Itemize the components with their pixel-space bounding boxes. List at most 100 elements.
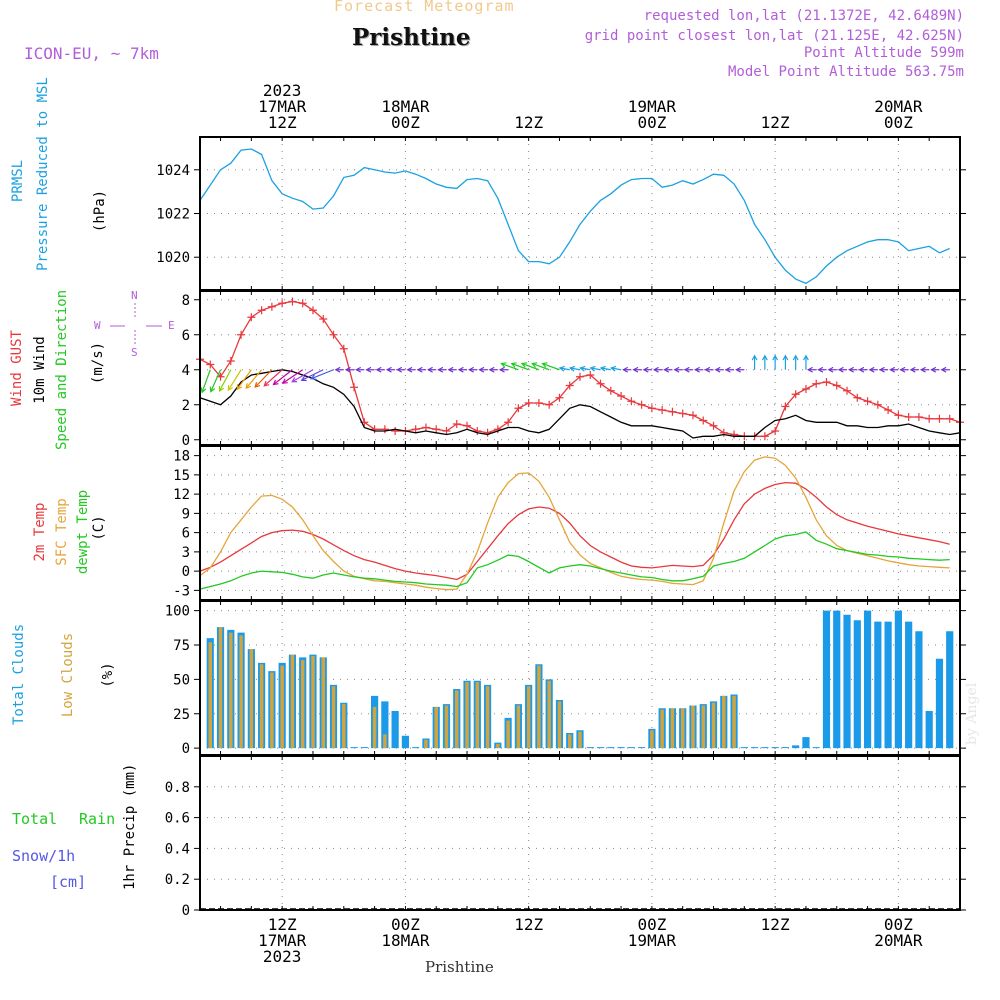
y-tick-label: 3 <box>182 545 190 561</box>
low-cloud-bar <box>311 656 315 749</box>
gust-marker <box>617 392 626 400</box>
wind-arrow-head <box>827 366 834 373</box>
top-time-label: 18MAR <box>381 97 430 116</box>
gust-marker <box>586 371 595 379</box>
wind-arrow <box>311 369 334 380</box>
gust-marker <box>339 344 348 353</box>
low-cloud-bar <box>496 744 500 749</box>
total-cloud-bar <box>740 747 748 749</box>
low-cloud-bar <box>424 739 428 749</box>
gust-marker <box>791 390 800 399</box>
wind-arrow-head <box>478 366 485 373</box>
2m-temp-series-line <box>199 481 950 581</box>
wind-arrow <box>511 363 529 371</box>
wind-arrow-head <box>291 377 298 383</box>
gust-marker <box>504 418 513 427</box>
wind-arrow <box>210 369 222 392</box>
wind-arrow-head <box>236 384 243 391</box>
gust-marker <box>945 414 954 423</box>
y-tick-label: 12 <box>173 487 190 503</box>
wind-arrow-head <box>541 362 548 368</box>
gust-marker <box>267 302 276 311</box>
gust-marker <box>596 379 605 388</box>
gust-marker <box>278 299 287 308</box>
total-cloud-bar <box>833 610 841 749</box>
low-cloud-bar <box>475 682 480 749</box>
wind-arrow-head <box>558 365 565 372</box>
wind-arrow-head <box>848 366 854 373</box>
gust-marker <box>822 378 831 386</box>
wind-arrow <box>580 367 591 371</box>
top-time-label: 20MAR <box>874 97 923 116</box>
wind-arrow-head <box>200 387 207 394</box>
wind-arrow <box>301 369 324 381</box>
wind-arrow <box>570 367 581 371</box>
top-time-label: 00Z <box>637 113 666 132</box>
total-cloud-bar <box>751 747 759 749</box>
y-tick-label: 0 <box>182 741 190 757</box>
wind-arrow-head <box>365 366 372 373</box>
low-cloud-bar <box>444 705 449 749</box>
wind-arrow <box>532 363 550 371</box>
wind-arrow-head <box>599 365 606 372</box>
wind-arrow-head <box>919 366 926 373</box>
low-cloud-bar <box>229 632 233 749</box>
top-time-label: 00Z <box>391 113 420 132</box>
wind-arrow-head <box>426 366 433 373</box>
wind-arrow-head <box>334 366 341 373</box>
gust-marker <box>493 425 502 434</box>
wind-arrow <box>521 363 540 371</box>
compass-rose <box>110 303 162 345</box>
low-cloud-bar <box>660 709 664 749</box>
gust-marker <box>832 381 841 390</box>
gust-marker <box>391 427 400 435</box>
wind-arrow-head <box>693 366 700 373</box>
wind-arrow-head <box>272 379 279 386</box>
gust-marker <box>627 397 636 406</box>
wind-arrow-head <box>782 354 789 361</box>
low-cloud-bar <box>208 642 213 749</box>
wind-arrow-head <box>714 366 721 373</box>
y-tick-label: 6 <box>182 328 190 344</box>
wind-arrow-head <box>468 366 474 373</box>
total-cloud-bar <box>638 747 646 749</box>
time-axis-label: 2023 <box>263 947 302 966</box>
wind-arrow-head <box>520 362 528 368</box>
y-tick-label: 0.2 <box>165 872 190 888</box>
gust-marker <box>781 402 790 411</box>
low-cloud-bar <box>270 672 274 749</box>
time-axis-label: 20MAR <box>874 931 923 950</box>
low-cloud-bar <box>280 665 284 749</box>
wind-arrow-head <box>930 366 937 373</box>
total-cloud-bar <box>925 711 933 749</box>
requested-coordinates: requested lon,lat (21.1372E, 42.6489N) <box>643 8 964 24</box>
total-cloud-bar <box>822 610 831 749</box>
wind-arrow-head <box>396 366 403 373</box>
compass-n: N <box>131 289 138 302</box>
gust-marker <box>545 400 554 409</box>
wind-arrow <box>236 369 252 390</box>
y-tick-label: 18 <box>173 449 190 465</box>
y-tick-label: 75 <box>173 638 190 654</box>
gust-marker <box>534 399 543 407</box>
y-tick-label: 0 <box>182 433 190 449</box>
wind-arrow-head <box>568 365 576 372</box>
low-cloud-bar <box>701 705 705 749</box>
low-cloud-bar <box>567 734 572 749</box>
gust-marker <box>637 400 646 409</box>
wind-arrow-head <box>652 366 659 373</box>
panel-frame <box>199 445 961 601</box>
model-point-altitude: Model Point Altitude 563.75m <box>727 64 964 80</box>
low-cloud-bar <box>383 734 387 749</box>
gust-marker <box>658 406 667 414</box>
wind-arrow <box>254 369 273 388</box>
wind-arrow <box>201 369 211 393</box>
wind-gust-series-line <box>199 300 961 437</box>
top-time-label: 19MAR <box>628 97 677 116</box>
gust-marker <box>914 413 923 421</box>
label-layer: 10201022102402468-3036912151802550751000… <box>156 81 923 966</box>
total-cloud-bar <box>586 747 594 749</box>
wind-arrow-head <box>385 366 392 373</box>
gust-marker <box>812 379 821 388</box>
pressure-series-line <box>199 148 950 285</box>
